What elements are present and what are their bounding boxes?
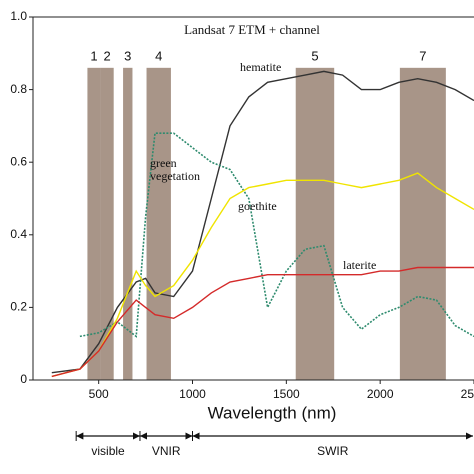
band-label: 4 xyxy=(155,48,162,63)
x-tick-label: 500 xyxy=(89,387,109,401)
series-line xyxy=(79,132,474,338)
series-line xyxy=(51,70,474,374)
chart-title: Landsat 7 ETM + channel xyxy=(184,22,320,37)
series-label: goethite xyxy=(238,199,277,213)
y-tick-label: 1.0 xyxy=(10,9,27,23)
series-label-line: vegetation xyxy=(150,169,200,183)
band xyxy=(146,67,171,380)
series-line xyxy=(51,172,474,378)
plot-frame xyxy=(32,16,474,381)
x-axis-label: Wavelength (nm) xyxy=(208,403,337,422)
series-label: hematite xyxy=(240,60,281,74)
band-label: 2 xyxy=(104,48,111,63)
x-tick-label: 1000 xyxy=(179,387,206,401)
region-label: SWIR xyxy=(317,444,349,458)
region-label: VNIR xyxy=(152,444,181,458)
band xyxy=(87,67,101,380)
band xyxy=(100,67,114,380)
band xyxy=(295,67,335,380)
band-label: 7 xyxy=(419,48,426,63)
series-label: laterite xyxy=(343,258,376,272)
band xyxy=(123,67,133,380)
band-label: 3 xyxy=(124,48,131,63)
region-label: visible xyxy=(91,444,125,458)
y-tick-label: 0.6 xyxy=(10,154,27,168)
y-tick-label: 0.8 xyxy=(10,82,27,96)
y-tick-label: 0 xyxy=(20,372,27,386)
band-label: 1 xyxy=(90,48,97,63)
band-label: 5 xyxy=(311,48,318,63)
x-tick-label: 1500 xyxy=(273,387,300,401)
series-label-line: green xyxy=(150,156,177,170)
series-label: green vegetation xyxy=(150,156,200,183)
y-tick-label: 0.4 xyxy=(10,227,27,241)
x-tick-label: 2000 xyxy=(367,387,394,401)
series-line xyxy=(51,266,474,378)
y-tick-label: 0.2 xyxy=(10,300,27,314)
x-tick-label: 2500 xyxy=(461,387,474,401)
band xyxy=(399,67,446,380)
